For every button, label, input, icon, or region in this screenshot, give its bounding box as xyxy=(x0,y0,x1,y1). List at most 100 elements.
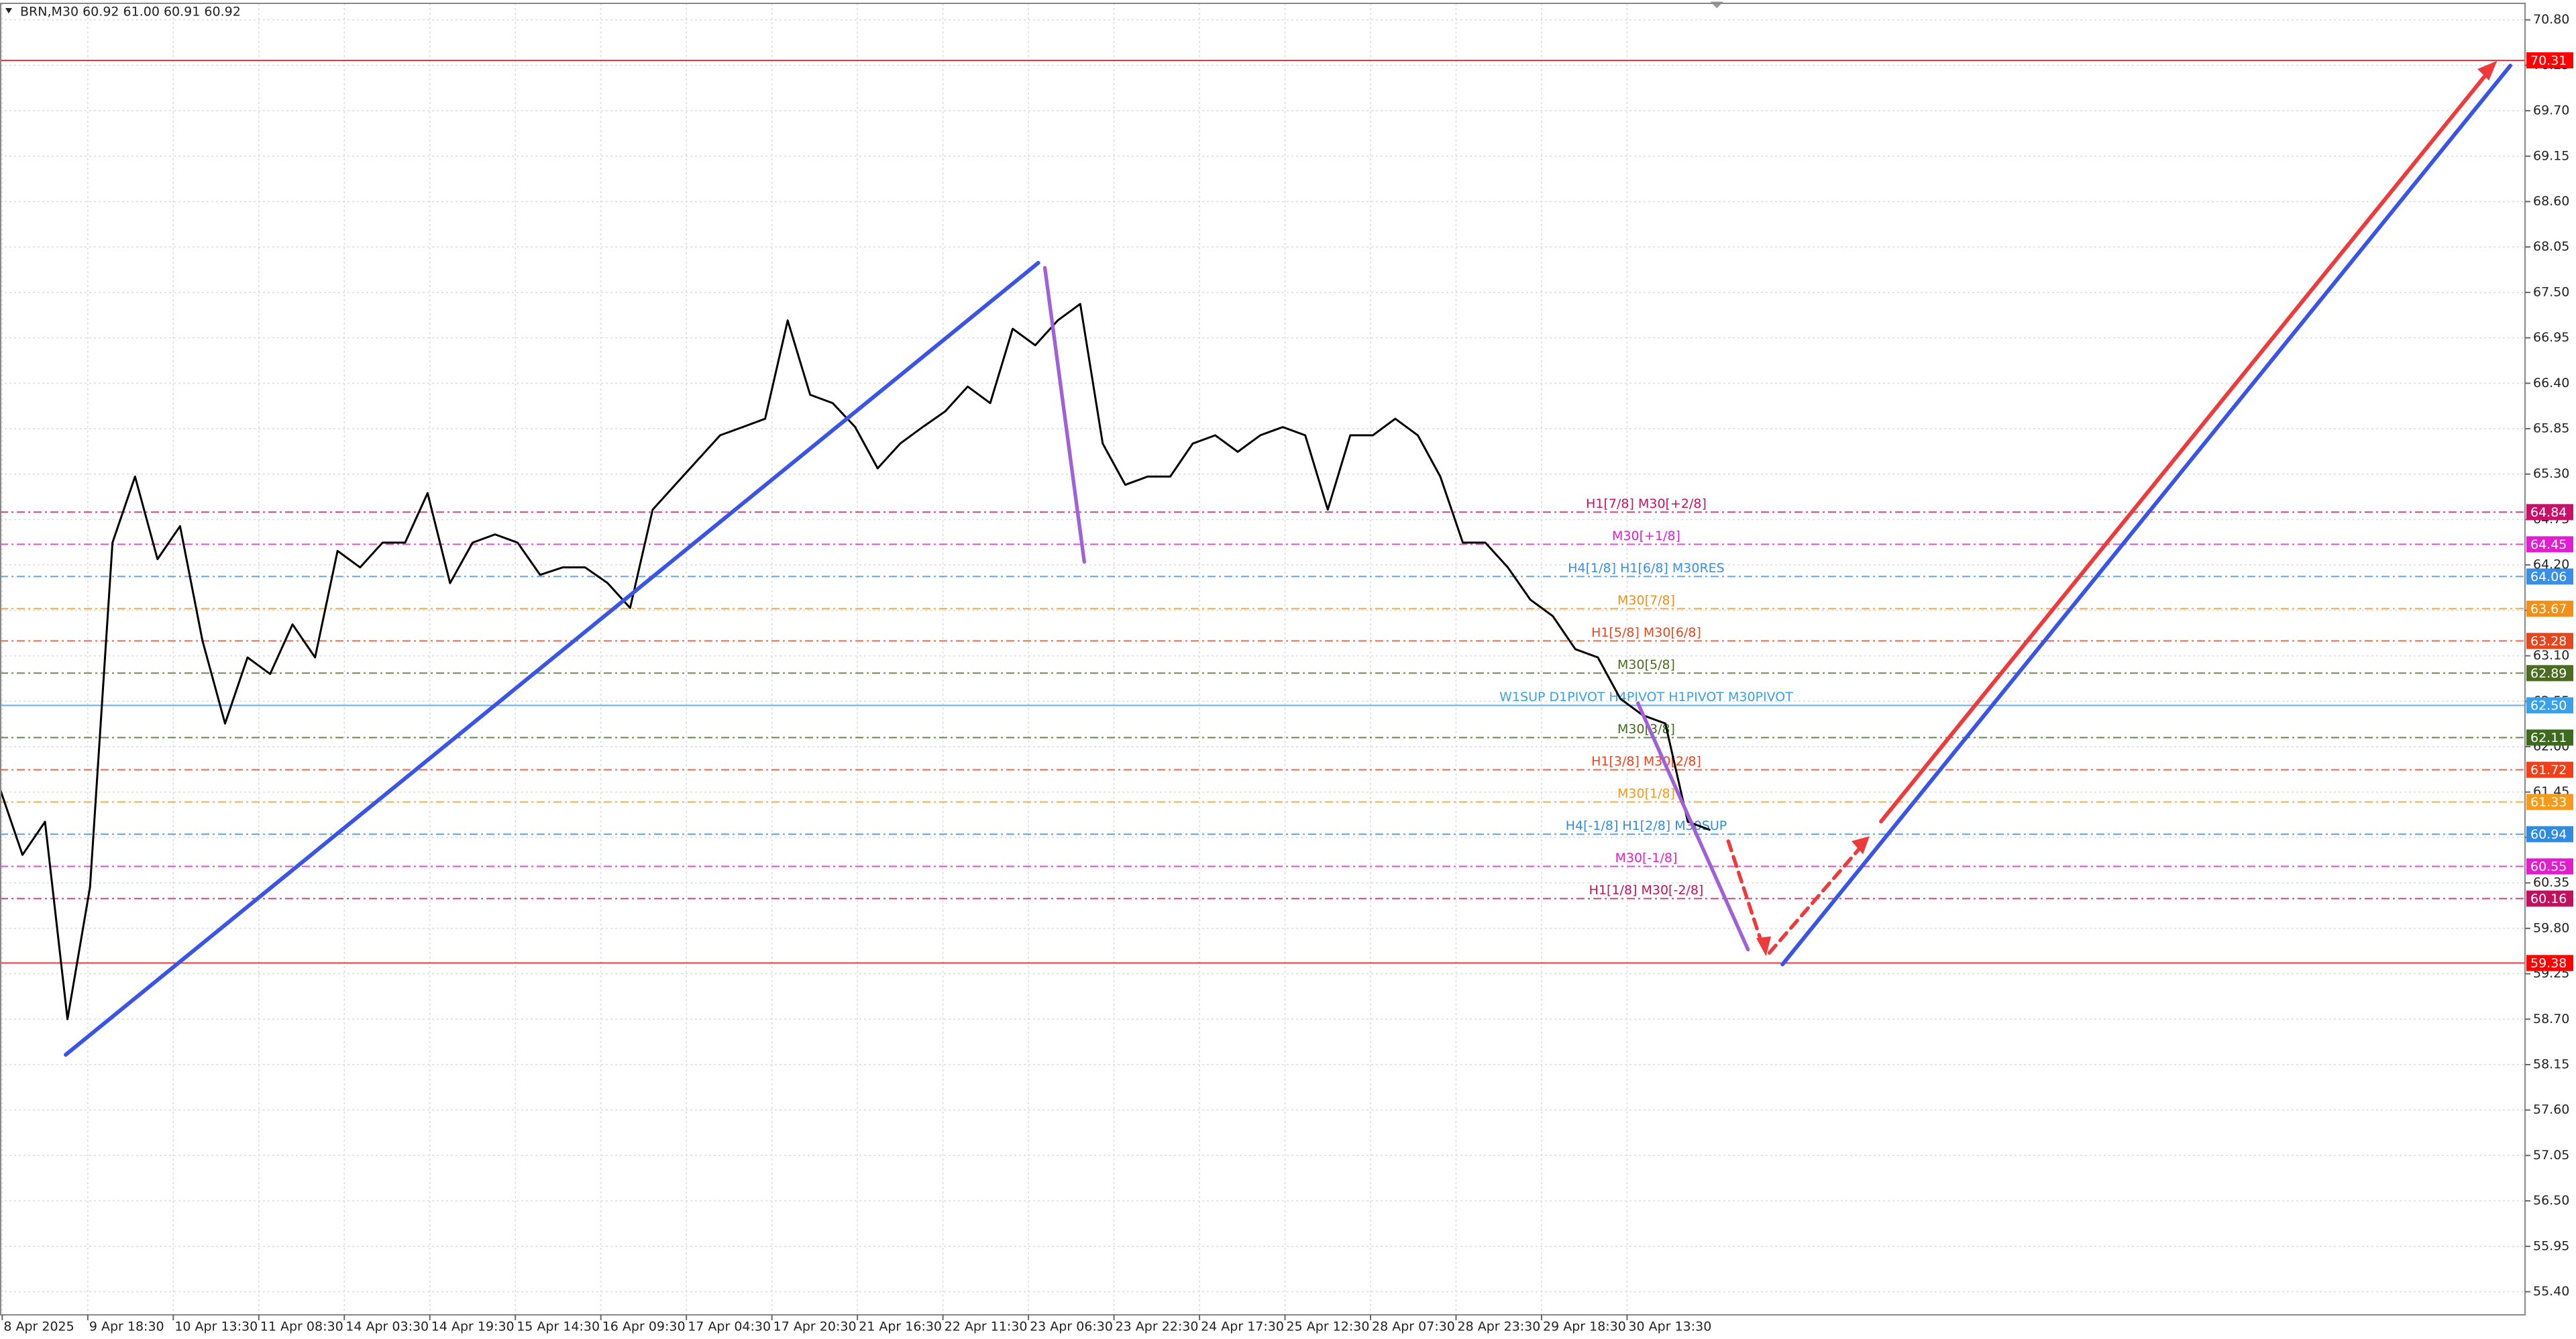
title-icon xyxy=(5,8,12,13)
price-tag-label: 62.11 xyxy=(2530,731,2567,745)
level-label: H4[-1/8] H1[2/8] M30SUP xyxy=(1566,818,1727,833)
y-tick-label: 69.15 xyxy=(2533,148,2569,163)
x-tick-label: 23 Apr 22:30 xyxy=(1116,1320,1199,1334)
x-tick-label: 10 Apr 13:30 xyxy=(174,1320,258,1334)
level-label: M30[5/8] xyxy=(1617,657,1675,672)
price-tag-label: 63.67 xyxy=(2530,602,2567,617)
level-label: M30[-1/8] xyxy=(1615,851,1678,865)
price-tag xyxy=(2526,665,2573,682)
y-tick-label: 60.35 xyxy=(2533,875,2569,890)
x-tick-label: 21 Apr 16:30 xyxy=(859,1320,942,1334)
y-tick-label: 59.80 xyxy=(2533,920,2569,935)
y-tick-label: 63.10 xyxy=(2533,648,2569,663)
price-series xyxy=(0,303,1711,1020)
level-label: M30[3/8] xyxy=(1617,722,1675,737)
trend-line xyxy=(1635,701,1750,952)
price-line xyxy=(0,303,1711,1020)
price-tag-label: 64.84 xyxy=(2530,505,2567,520)
level-label: H4[1/8] H1[6/8] M30RES xyxy=(1568,561,1724,576)
y-tick-label: 55.40 xyxy=(2533,1284,2569,1299)
level-label: H1[5/8] M30[6/8] xyxy=(1591,625,1701,640)
price-tag xyxy=(2526,761,2573,778)
axes: 70.8070.2569.7069.1568.6068.0567.5066.95… xyxy=(1,12,2573,1334)
y-tick-label: 58.70 xyxy=(2533,1012,2569,1026)
arrow-head xyxy=(2477,60,2498,81)
price-tag xyxy=(2526,729,2573,746)
price-tag xyxy=(2526,794,2573,810)
x-tick-label: 15 Apr 14:30 xyxy=(517,1320,600,1334)
y-tick-label: 66.95 xyxy=(2533,330,2569,345)
level-label: H1[1/8] M30[-2/8] xyxy=(1589,883,1704,898)
plot-frame xyxy=(0,3,2526,1316)
level-label: M30[1/8] xyxy=(1617,786,1675,801)
y-tick-label: 57.60 xyxy=(2533,1102,2569,1117)
x-tick-label: 9 Apr 18:30 xyxy=(89,1320,164,1334)
x-tick-label: 25 Apr 12:30 xyxy=(1287,1320,1370,1334)
price-tag-label: 60.55 xyxy=(2530,859,2567,874)
y-tick-label: 58.15 xyxy=(2533,1057,2569,1071)
price-tag xyxy=(2526,52,2573,68)
level-label: H1[7/8] M30[+2/8] xyxy=(1586,496,1707,511)
chart-title: BRN,M30 60.92 61.00 60.91 60.92 xyxy=(20,5,241,19)
x-tick-label: 14 Apr 03:30 xyxy=(345,1320,429,1334)
price-tag-label: 70.31 xyxy=(2530,53,2567,68)
level-label: M30[+1/8] xyxy=(1612,529,1680,543)
level-label: M30[7/8] xyxy=(1617,593,1675,608)
y-tick-label: 64.20 xyxy=(2533,557,2569,572)
levels: H1[7/8] M30[+2/8] M30[+1/8] H4[1/8] H1[6/8… xyxy=(0,59,2525,964)
x-tick-label: 11 Apr 08:30 xyxy=(260,1320,343,1334)
y-tick-label: 66.40 xyxy=(2533,376,2569,390)
y-tick-label: 56.50 xyxy=(2533,1193,2569,1208)
price-tag xyxy=(2526,633,2573,649)
price-tag-label: 61.33 xyxy=(2530,795,2567,810)
price-tag xyxy=(2526,697,2573,714)
price-tag-label: 63.28 xyxy=(2530,634,2567,649)
price-tag xyxy=(2526,955,2573,971)
x-tick-label: 29 Apr 18:30 xyxy=(1543,1320,1626,1334)
price-tag-label: 60.16 xyxy=(2530,892,2567,906)
level-label: W1SUP D1PIVOT H4PIVOT H1PIVOT M30PIVOT xyxy=(1499,690,1793,704)
y-tick-label: 67.50 xyxy=(2533,284,2569,299)
price-tag xyxy=(2526,826,2573,843)
forecast-arrow xyxy=(1879,66,2493,824)
x-tick-label: 8 Apr 2025 xyxy=(3,1320,74,1334)
y-tick-label: 57.05 xyxy=(2533,1148,2569,1163)
trend-line xyxy=(1780,64,2513,967)
y-tick-label: 70.80 xyxy=(2533,12,2569,27)
y-tick-label: 65.30 xyxy=(2533,466,2569,481)
y-tick-label: 68.60 xyxy=(2533,194,2569,209)
x-tick-label: 24 Apr 17:30 xyxy=(1201,1320,1284,1334)
price-tag xyxy=(2526,568,2573,585)
trend-line xyxy=(64,260,1040,1057)
price-tag xyxy=(2526,504,2573,521)
price-tag-label: 64.45 xyxy=(2530,537,2567,552)
price-tag xyxy=(2526,858,2573,875)
x-tick-label: 16 Apr 09:30 xyxy=(602,1320,686,1334)
price-tag xyxy=(2526,600,2573,617)
x-tick-label: 23 Apr 06:30 xyxy=(1030,1320,1113,1334)
x-tick-label: 28 Apr 07:30 xyxy=(1372,1320,1455,1334)
x-tick-label: 22 Apr 11:30 xyxy=(945,1320,1028,1334)
forecast-arrow xyxy=(1726,839,1765,949)
price-tag-label: 59.38 xyxy=(2530,956,2567,971)
price-tag-label: 60.94 xyxy=(2530,827,2567,842)
y-tick-label: 65.85 xyxy=(2533,421,2569,436)
price-tag-label: 62.89 xyxy=(2530,666,2567,681)
x-tick-label: 17 Apr 04:30 xyxy=(688,1320,771,1334)
price-tag xyxy=(2526,890,2573,907)
x-tick-label: 30 Apr 13:30 xyxy=(1628,1320,1711,1334)
arrow-head xyxy=(1756,936,1772,957)
y-tick-label: 69.70 xyxy=(2533,103,2569,118)
price-tag-label: 61.72 xyxy=(2530,763,2567,778)
level-label: H1[3/8] M30[2/8] xyxy=(1591,754,1701,769)
y-tick-label: 55.95 xyxy=(2533,1238,2569,1253)
trend-line xyxy=(1042,266,1087,564)
forecast-arrow xyxy=(1767,843,1865,955)
x-tick-label: 28 Apr 23:30 xyxy=(1458,1320,1541,1334)
price-tag xyxy=(2526,536,2573,553)
x-tick-label: 14 Apr 19:30 xyxy=(431,1320,515,1334)
x-tick-label: 17 Apr 20:30 xyxy=(773,1320,857,1334)
price-tag-label: 62.50 xyxy=(2530,698,2567,713)
